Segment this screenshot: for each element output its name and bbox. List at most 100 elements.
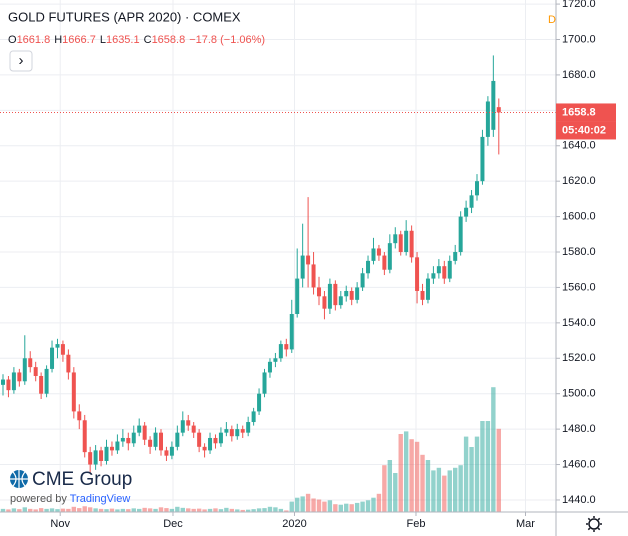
- candle-body: [349, 290, 354, 300]
- volume-bar: [207, 508, 213, 512]
- gear[interactable]: [588, 518, 600, 530]
- volume-bar: [251, 509, 256, 512]
- volume-bar: [480, 421, 485, 512]
- volume-bar: [442, 475, 447, 512]
- volume-bar: [311, 498, 316, 512]
- candle-body: [398, 234, 403, 253]
- candle-body: [6, 379, 11, 391]
- candle-body: [148, 439, 153, 447]
- volume-bar: [82, 506, 87, 512]
- volume-bar: [245, 509, 251, 512]
- ohlc-key: H: [54, 34, 62, 46]
- candle-body: [0, 379, 5, 385]
- candle-body: [316, 287, 321, 297]
- ohlc-value: 1661.8: [17, 34, 51, 46]
- candle-body: [327, 283, 332, 309]
- candle-body: [131, 432, 136, 444]
- candle-body: [382, 255, 387, 270]
- volume-bar: [403, 431, 409, 512]
- candle-body: [371, 248, 376, 261]
- candle-body: [284, 344, 289, 350]
- candle-body: [235, 429, 240, 437]
- volume-bar: [485, 421, 491, 512]
- y-tick-label: 1700.0: [562, 33, 596, 45]
- y-tick-label: 1640.0: [562, 140, 596, 152]
- volume-bar: [17, 509, 22, 512]
- candle-body: [366, 260, 371, 274]
- volume-bar: [284, 510, 289, 512]
- ohlc-value: 1658.8: [152, 34, 186, 46]
- countdown-box: [556, 121, 616, 140]
- y-tick-label: 1440.0: [562, 494, 596, 506]
- volume-bar: [137, 508, 142, 512]
- volume-bar: [153, 508, 158, 512]
- candle-body: [474, 181, 479, 196]
- candle-body: [333, 283, 338, 306]
- settings-icon[interactable]: [586, 516, 602, 532]
- volume-bar: [496, 428, 501, 512]
- volume-bar: [186, 508, 191, 512]
- candle-body: [267, 361, 272, 373]
- candle-body: [180, 420, 185, 433]
- candle-body: [322, 296, 327, 309]
- candle-body: [458, 216, 463, 253]
- candle-body: [447, 260, 452, 279]
- x-tick-label: 2020: [282, 518, 306, 530]
- volume-bar: [49, 508, 55, 512]
- volume-bar: [463, 436, 469, 512]
- candle-body: [22, 358, 27, 382]
- volume-bar: [55, 509, 60, 512]
- y-tick-label: 1560.0: [562, 281, 596, 293]
- y-tick-label: 1460.0: [562, 458, 596, 470]
- volume-bar: [66, 508, 71, 512]
- volume-bar: [409, 439, 414, 512]
- candle-body: [33, 367, 38, 376]
- candle-body: [197, 432, 202, 447]
- candle-body: [126, 437, 131, 444]
- volume-bar: [142, 507, 147, 512]
- candle-body: [240, 429, 245, 433]
- volume-bar: [289, 501, 294, 512]
- volume-bar: [77, 508, 82, 512]
- volume-bar: [474, 436, 480, 512]
- gear-teeth[interactable]: [586, 516, 602, 532]
- volume-bar: [147, 508, 153, 512]
- logo-lines: [10, 470, 28, 488]
- volume-bar: [22, 507, 27, 512]
- x-tick-label: Dec: [163, 518, 183, 530]
- ohlc-key: C: [144, 34, 152, 46]
- candle-body: [425, 278, 430, 300]
- volume-bar: [431, 470, 436, 512]
- candle-body: [88, 452, 93, 465]
- candle-body: [485, 101, 490, 137]
- candle-body: [387, 243, 392, 270]
- volume-bar: [158, 507, 164, 512]
- button-label[interactable]: ›: [19, 52, 24, 69]
- candle-body: [355, 287, 360, 300]
- y-tick-label: 1620.0: [562, 175, 596, 187]
- x-tick-label: Mar: [516, 518, 535, 530]
- volume-bar: [131, 508, 136, 512]
- logo-text: CME Group: [32, 469, 132, 490]
- candle-body: [229, 429, 234, 437]
- powered-by-text: powered by: [10, 493, 67, 505]
- chart-title: GOLD FUTURES (APR 2020) · COMEX: [8, 9, 241, 24]
- expand-button[interactable]: ›: [9, 50, 33, 72]
- candle-body: [295, 278, 300, 315]
- volume-bar: [38, 508, 44, 512]
- y-tick-label: 1600.0: [562, 211, 596, 223]
- powered-by: powered by TradingView: [10, 493, 130, 505]
- volume-bar: [33, 509, 38, 512]
- volume-bar: [491, 387, 496, 512]
- candle-body: [404, 230, 409, 253]
- time-axis: [0, 512, 628, 536]
- volume-bar: [316, 499, 322, 512]
- volume-bar: [360, 501, 365, 512]
- candle-body: [344, 290, 349, 297]
- volume-bar: [365, 500, 371, 512]
- powered-brand[interactable]: TradingView: [70, 493, 131, 505]
- candle-body: [300, 255, 305, 279]
- volume-bar: [333, 504, 338, 512]
- button-box[interactable]: [9, 50, 33, 72]
- volume-bar: [120, 508, 126, 512]
